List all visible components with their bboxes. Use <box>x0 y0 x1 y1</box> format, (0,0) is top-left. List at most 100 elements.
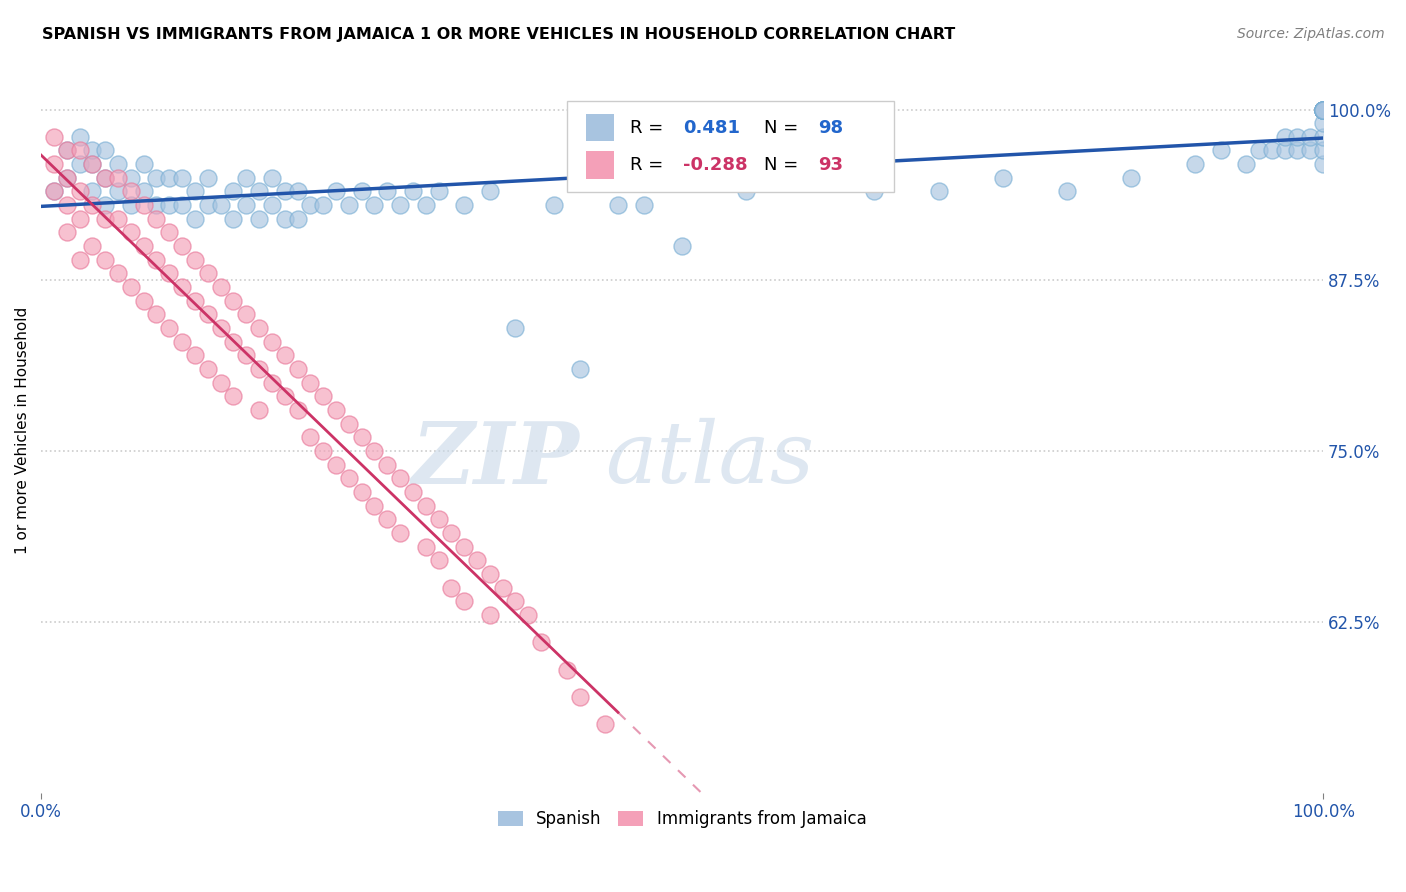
Point <box>453 594 475 608</box>
Point <box>209 376 232 390</box>
Point <box>209 321 232 335</box>
Point <box>1312 129 1334 144</box>
Point <box>209 280 232 294</box>
Point <box>132 198 155 212</box>
Point <box>42 129 65 144</box>
Point <box>69 144 91 158</box>
Point <box>55 144 77 158</box>
Point <box>312 389 335 403</box>
Point <box>363 444 385 458</box>
Point <box>120 170 142 185</box>
Point <box>69 211 91 226</box>
Point <box>633 198 655 212</box>
Point <box>1184 157 1206 171</box>
Point <box>491 581 513 595</box>
Point <box>42 157 65 171</box>
Point <box>1312 103 1334 117</box>
Point <box>1234 157 1257 171</box>
Point <box>132 239 155 253</box>
Point <box>82 157 104 171</box>
Point <box>440 581 463 595</box>
Point <box>273 389 295 403</box>
Point <box>1312 103 1334 117</box>
Point <box>172 334 194 349</box>
Text: SPANISH VS IMMIGRANTS FROM JAMAICA 1 OR MORE VEHICLES IN HOUSEHOLD CORRELATION C: SPANISH VS IMMIGRANTS FROM JAMAICA 1 OR … <box>42 27 956 42</box>
Point <box>42 185 65 199</box>
Point <box>299 430 322 444</box>
Point <box>172 198 194 212</box>
Point <box>120 280 142 294</box>
Point <box>107 157 129 171</box>
Point <box>363 198 385 212</box>
Point <box>337 198 360 212</box>
Point <box>1312 103 1334 117</box>
Point <box>1299 129 1322 144</box>
Text: Source: ZipAtlas.com: Source: ZipAtlas.com <box>1237 27 1385 41</box>
Point <box>1312 103 1334 117</box>
Point <box>415 198 437 212</box>
Point <box>55 198 77 212</box>
Point <box>465 553 488 567</box>
Point <box>517 608 540 623</box>
Point <box>120 198 142 212</box>
Point <box>1299 144 1322 158</box>
Point <box>1209 144 1232 158</box>
Point <box>247 185 270 199</box>
Point <box>427 512 450 526</box>
Point <box>69 252 91 267</box>
Text: 98: 98 <box>818 119 844 136</box>
Point <box>389 526 412 541</box>
Point <box>1247 144 1270 158</box>
Point <box>94 198 117 212</box>
Point <box>184 293 207 308</box>
Point <box>1312 144 1334 158</box>
Point <box>172 280 194 294</box>
Point <box>1312 103 1334 117</box>
Y-axis label: 1 or more Vehicles in Household: 1 or more Vehicles in Household <box>15 307 30 554</box>
Point <box>478 567 501 582</box>
Point <box>94 211 117 226</box>
Point <box>287 211 309 226</box>
Text: N =: N = <box>765 119 799 136</box>
Point <box>375 458 398 472</box>
Point <box>94 144 117 158</box>
Point <box>260 376 283 390</box>
Point <box>478 608 501 623</box>
Point <box>1274 144 1296 158</box>
Point <box>415 540 437 554</box>
Point <box>337 417 360 431</box>
Point <box>287 403 309 417</box>
Point <box>1312 103 1334 117</box>
Point <box>82 144 104 158</box>
Point <box>145 308 167 322</box>
Point <box>389 198 412 212</box>
Point <box>197 362 219 376</box>
Point <box>42 185 65 199</box>
Text: 0.481: 0.481 <box>683 119 741 136</box>
Point <box>1312 103 1334 117</box>
Point <box>325 458 347 472</box>
Point <box>94 170 117 185</box>
Point <box>1312 103 1334 117</box>
Point <box>415 499 437 513</box>
Text: ZIP: ZIP <box>412 417 579 501</box>
Point <box>55 170 77 185</box>
Point <box>222 211 245 226</box>
Point <box>260 170 283 185</box>
Point <box>222 293 245 308</box>
Point <box>312 444 335 458</box>
Point <box>209 198 232 212</box>
Point <box>82 198 104 212</box>
Point <box>55 170 77 185</box>
Point <box>132 293 155 308</box>
Point <box>568 362 591 376</box>
Point <box>478 185 501 199</box>
Point <box>928 185 950 199</box>
FancyBboxPatch shape <box>567 101 894 192</box>
Point <box>235 170 257 185</box>
Point <box>55 144 77 158</box>
Point <box>107 185 129 199</box>
Point <box>363 499 385 513</box>
Point <box>325 403 347 417</box>
Point <box>1312 103 1334 117</box>
